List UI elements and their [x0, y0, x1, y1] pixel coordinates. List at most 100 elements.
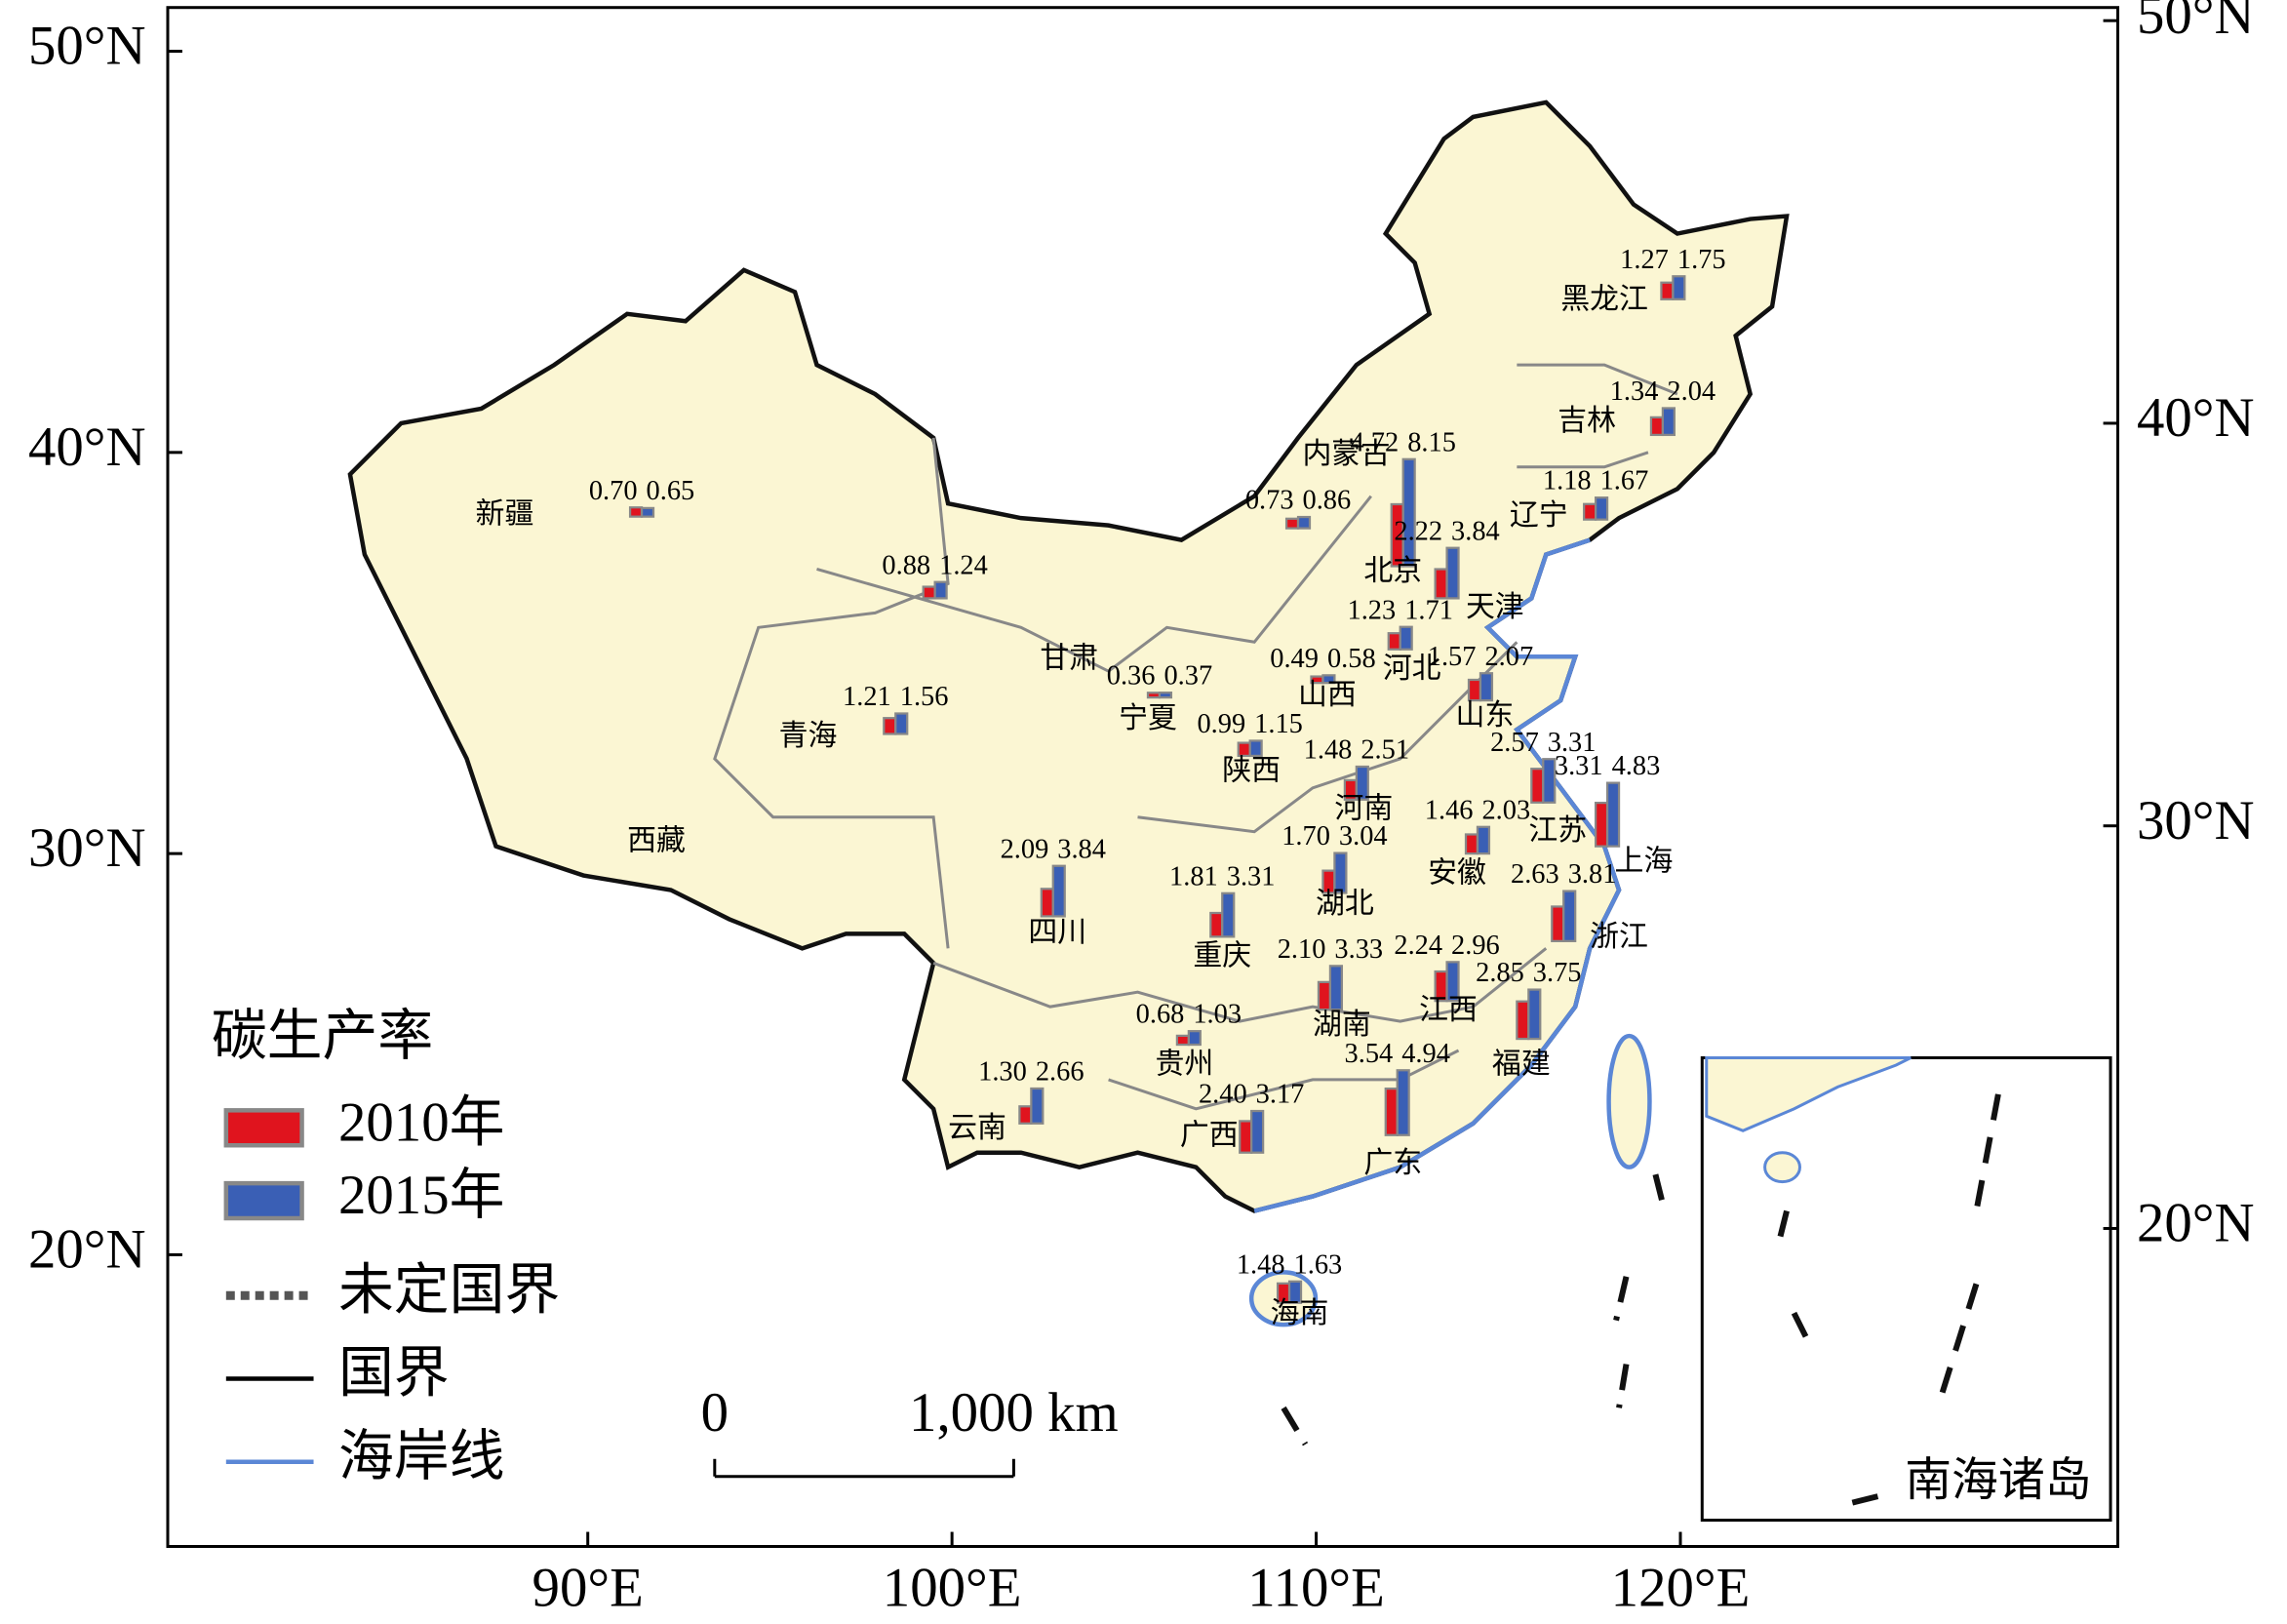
- bar: [1445, 546, 1460, 600]
- value-label: 3.31: [1555, 751, 1603, 781]
- lat-tick-label: 20°N: [2137, 1193, 2255, 1254]
- province-name: 河北: [1383, 653, 1441, 685]
- value-label: 1.46: [1425, 795, 1474, 825]
- province-name: 青海: [779, 720, 838, 752]
- value-label: 2.66: [1036, 1057, 1084, 1088]
- value-label: 0.68: [1136, 1000, 1185, 1030]
- lon-tick-label: 120°E: [1611, 1557, 1751, 1618]
- sea-boundary: [1281, 1173, 1869, 1513]
- value-label: 2.40: [1199, 1080, 1247, 1110]
- lon-tick-label: 110°E: [1247, 1557, 1385, 1618]
- scale-label: 1,000 km: [909, 1382, 1119, 1444]
- bar: [933, 580, 948, 600]
- bar: [1018, 1105, 1033, 1125]
- lat-tick-label: 30°N: [28, 817, 146, 879]
- value-label: 1.48: [1237, 1249, 1285, 1280]
- province-name: 辽宁: [1510, 499, 1568, 532]
- province-name: 黑龙江: [1560, 284, 1648, 316]
- province-name: 云南: [948, 1112, 1006, 1144]
- bar: [1594, 496, 1609, 521]
- bar: [1317, 980, 1332, 1011]
- province-name: 天津: [1466, 591, 1524, 623]
- bar: [1594, 801, 1609, 848]
- lat-tick-label: 20°N: [28, 1218, 146, 1280]
- value-label: 1.23: [1348, 595, 1397, 625]
- bar: [1396, 1069, 1410, 1136]
- province-name: 湖南: [1313, 1009, 1371, 1041]
- value-label: 1.71: [1404, 595, 1453, 625]
- bar: [1605, 781, 1621, 848]
- province-name: 内蒙古: [1303, 438, 1391, 470]
- bar: [1476, 825, 1491, 855]
- bar: [1660, 281, 1675, 300]
- bar: [1464, 833, 1479, 855]
- inset-land: [1705, 1056, 1912, 1132]
- lon-tick-label: 90°E: [532, 1557, 644, 1618]
- bar: [1158, 691, 1173, 699]
- value-label: 1.48: [1304, 735, 1353, 766]
- value-label: 0.86: [1303, 486, 1352, 516]
- lat-tick-label: 50°N: [2137, 0, 2255, 46]
- value-label: 2.85: [1476, 958, 1524, 988]
- value-label: 0.65: [647, 476, 695, 506]
- value-label: 1.34: [1610, 376, 1659, 407]
- value-label: 1.15: [1254, 709, 1303, 739]
- province-name: 西藏: [627, 825, 686, 857]
- value-label: 0.49: [1270, 644, 1319, 674]
- bar: [1239, 1120, 1253, 1154]
- value-label: 0.88: [882, 550, 930, 580]
- bar: [1401, 457, 1416, 568]
- legend-swatch: [223, 1180, 304, 1221]
- bar: [1248, 739, 1263, 758]
- value-label: 3.31: [1548, 728, 1597, 758]
- legend-label: 国界: [338, 1343, 450, 1405]
- value-label: 1.67: [1600, 466, 1649, 496]
- value-label: 0.58: [1327, 644, 1376, 674]
- bar: [1467, 678, 1482, 702]
- legend-swatch: [223, 1108, 304, 1148]
- bar: [1175, 1034, 1190, 1047]
- value-label: 3.84: [1451, 516, 1500, 546]
- bar: [1250, 1109, 1265, 1154]
- value-label: 1.56: [900, 682, 949, 712]
- legend-title: 碳生产率: [212, 1006, 433, 1067]
- value-label: 2.57: [1490, 728, 1539, 758]
- value-label: 3.31: [1227, 861, 1276, 891]
- province-name: 山东: [1456, 699, 1515, 732]
- province-name: 陕西: [1222, 755, 1281, 787]
- bar: [1527, 988, 1542, 1041]
- province-name: 广西: [1180, 1120, 1239, 1152]
- inset-hainan: [1763, 1151, 1801, 1184]
- province-name: 北京: [1363, 555, 1422, 587]
- bar: [1542, 758, 1557, 804]
- province-name: 重庆: [1193, 940, 1251, 972]
- coastline: [1253, 537, 1622, 1213]
- province-name: 宁夏: [1119, 702, 1177, 734]
- value-label: 3.17: [1256, 1080, 1305, 1110]
- legend-label: 2015年: [338, 1165, 504, 1226]
- value-label: 0.99: [1197, 709, 1245, 739]
- value-label: 0.36: [1107, 661, 1156, 692]
- province-name: 浙江: [1590, 921, 1648, 953]
- value-label: 1.81: [1169, 861, 1218, 891]
- province-name: 河南: [1334, 793, 1393, 825]
- value-label: 0.73: [1245, 486, 1294, 516]
- value-label: 2.09: [1001, 834, 1049, 864]
- bar: [1479, 672, 1494, 702]
- value-label: 2.22: [1394, 516, 1442, 546]
- bar: [1209, 911, 1224, 938]
- province-name: 福建: [1492, 1048, 1551, 1080]
- bar: [1146, 692, 1162, 699]
- legend-label: 2010年: [338, 1091, 504, 1153]
- bar: [1661, 407, 1676, 437]
- bar: [1030, 1087, 1045, 1125]
- province-name: 四川: [1028, 917, 1086, 949]
- value-label: 1.75: [1677, 245, 1726, 275]
- bar: [1672, 275, 1686, 300]
- value-label: 1.30: [978, 1057, 1027, 1088]
- bar: [1562, 890, 1577, 942]
- value-label: 0.70: [589, 476, 638, 506]
- bar: [1040, 888, 1054, 918]
- value-label: 2.04: [1667, 376, 1715, 407]
